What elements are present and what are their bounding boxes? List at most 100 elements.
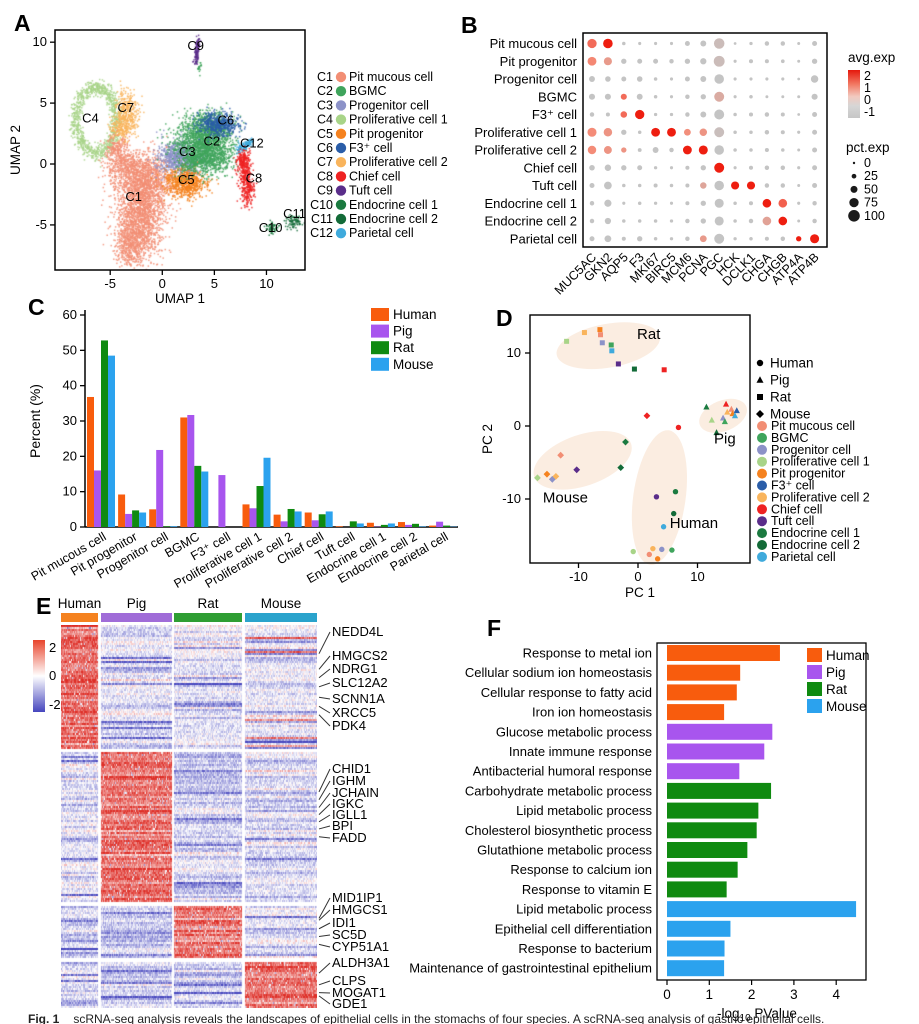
- dot: [714, 198, 724, 208]
- dot: [669, 219, 674, 223]
- dot: [780, 183, 786, 188]
- y-tick-label: 10: [507, 345, 521, 360]
- bar: [156, 449, 164, 527]
- x-tick-label: 1: [706, 987, 714, 1002]
- panel-b-dotplot: Pit mucous cell Pit progenitor Progenitor …: [474, 32, 895, 297]
- pct-legend-dot: [850, 185, 858, 193]
- data-point-triangle: [733, 407, 740, 414]
- legend-label: Mouse: [393, 357, 434, 372]
- data-point-square: [615, 361, 621, 367]
- legend-cluster-id: C9: [317, 184, 333, 198]
- plot-frame: [656, 642, 867, 981]
- dot: [748, 59, 754, 64]
- bar: [667, 782, 772, 799]
- dot: [653, 201, 658, 205]
- legend-cell-label: Proliferative cell 1: [349, 113, 448, 127]
- legend-label: Mouse: [826, 699, 867, 714]
- cluster-label: C10: [259, 220, 283, 235]
- cluster-label: C12: [240, 136, 264, 151]
- data-point-square: [598, 332, 604, 338]
- legend-swatch: [371, 308, 389, 321]
- y-tick-label: 50: [63, 342, 77, 357]
- dot: [748, 112, 754, 117]
- dot: [604, 164, 612, 171]
- dot: [604, 217, 612, 225]
- go-term-label: Response to calcium ion: [510, 862, 652, 877]
- data-point-circle: [646, 551, 653, 558]
- species-group-label: Rat: [637, 326, 661, 343]
- pct-exp-title: pct.exp: [846, 140, 890, 155]
- bar: [667, 940, 725, 957]
- dot: [733, 148, 737, 152]
- data-point-square: [661, 367, 667, 373]
- go-term-label: Glucose metabolic process: [496, 724, 653, 739]
- cluster-label: C3: [179, 144, 196, 159]
- heatmap-gene-label: SLC12A2: [332, 675, 388, 690]
- legend-swatch: [757, 492, 767, 503]
- legend-cell-label: Proliferative cell 1: [771, 455, 870, 469]
- dot: [589, 183, 595, 188]
- colorbar-tick-label: -2: [49, 697, 61, 712]
- dot: [685, 201, 690, 206]
- heatmap-group-bar: [61, 613, 98, 622]
- go-term-label: Response to metal ion: [523, 646, 652, 661]
- dot: [684, 41, 690, 46]
- dot: [654, 41, 658, 46]
- bar: [201, 471, 209, 527]
- bar: [242, 504, 250, 527]
- y-axis-label: Percent (%): [27, 384, 43, 458]
- avg-exp-title: avg.exp: [848, 50, 895, 65]
- dot: [637, 148, 642, 152]
- pct-legend-dot: [848, 210, 860, 222]
- data-point-circle: [654, 556, 661, 562]
- heatmap-gene-label: IGHM: [332, 773, 366, 788]
- gene-connector: [318, 631, 331, 654]
- dot: [589, 218, 595, 224]
- heatmap-group-label: Mouse: [261, 596, 302, 611]
- bar: [218, 475, 226, 527]
- dot: [587, 38, 597, 49]
- gene-connector: [318, 705, 331, 714]
- dot: [700, 111, 707, 118]
- dot: [636, 76, 643, 82]
- bar: [443, 525, 451, 527]
- dot: [684, 58, 691, 64]
- legend-swatch: [335, 228, 347, 239]
- heatmap-gene-label: SC5D: [332, 927, 367, 942]
- dot: [603, 57, 612, 66]
- bar: [287, 508, 295, 527]
- bar: [163, 526, 171, 527]
- dot: [700, 182, 707, 189]
- y-tick-label: -5: [35, 217, 47, 232]
- legend-cell-label: Proliferative cell 2: [771, 490, 870, 504]
- dot: [669, 147, 674, 153]
- dot: [637, 130, 642, 135]
- dot: [698, 145, 708, 155]
- heatmap-gene-label: GDE1: [332, 996, 367, 1011]
- pct-tick-label: 100: [864, 209, 885, 223]
- dot: [733, 42, 737, 45]
- gene-connector: [318, 768, 331, 793]
- heatmap-gene-label: PDK4: [332, 718, 366, 733]
- dot: [810, 234, 820, 244]
- data-point-diamond: [617, 464, 625, 472]
- data-point-diamond: [552, 472, 560, 480]
- dot: [621, 236, 626, 241]
- legend-swatch: [335, 213, 347, 225]
- gene-connector: [318, 943, 331, 948]
- dot: [603, 128, 613, 137]
- legend-swatch: [335, 199, 347, 210]
- heatmap-gene-label: JCHAIN: [332, 785, 379, 800]
- legend-label: Human: [826, 648, 870, 663]
- dot: [714, 162, 725, 173]
- data-point-triangle: [731, 412, 739, 419]
- gene-connector: [318, 780, 331, 800]
- dot: [797, 201, 801, 205]
- legend-cell-label: Progenitor cell: [349, 98, 429, 112]
- legend-label: Pig: [826, 665, 846, 680]
- bar: [311, 520, 319, 527]
- avg-tick-label: 0: [864, 93, 871, 107]
- gene-connector: [318, 922, 331, 930]
